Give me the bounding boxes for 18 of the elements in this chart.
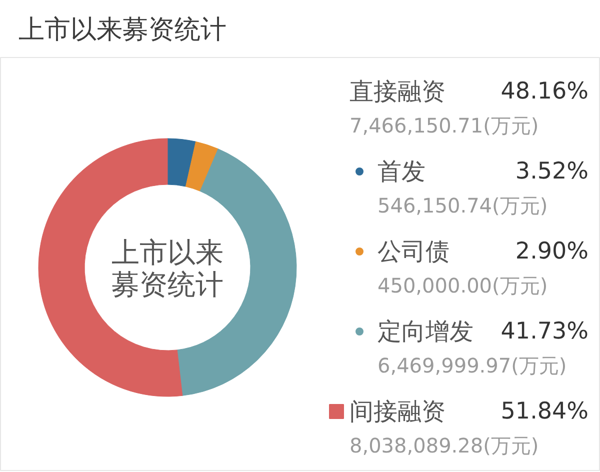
chart-title: 上市以来募资统计	[18, 15, 226, 45]
legend-label: 定向增发	[378, 318, 474, 346]
text: 546,150.74(万元)	[378, 194, 548, 218]
text: 8,038,089.28(万元)	[350, 434, 539, 458]
data-label: 41.73%	[500, 318, 589, 344]
text: 募资统计	[112, 268, 224, 301]
text: 上市以来	[112, 236, 224, 269]
text: 48.16%	[500, 78, 589, 104]
text: 7,466,150.71(万元)	[350, 114, 539, 138]
data-label: 51.84%	[500, 398, 589, 424]
legend-label: 间接融资	[350, 398, 446, 426]
text: 6,469,999.97(万元)	[378, 354, 567, 378]
data-label: 2.90%	[515, 238, 589, 264]
legend-label: 公司债	[378, 238, 450, 266]
data-label: 3.52%	[515, 158, 589, 184]
text: 直接融资	[350, 78, 446, 106]
text: 450,000.00(万元)	[378, 274, 548, 298]
legend-label: 首发	[378, 158, 426, 186]
